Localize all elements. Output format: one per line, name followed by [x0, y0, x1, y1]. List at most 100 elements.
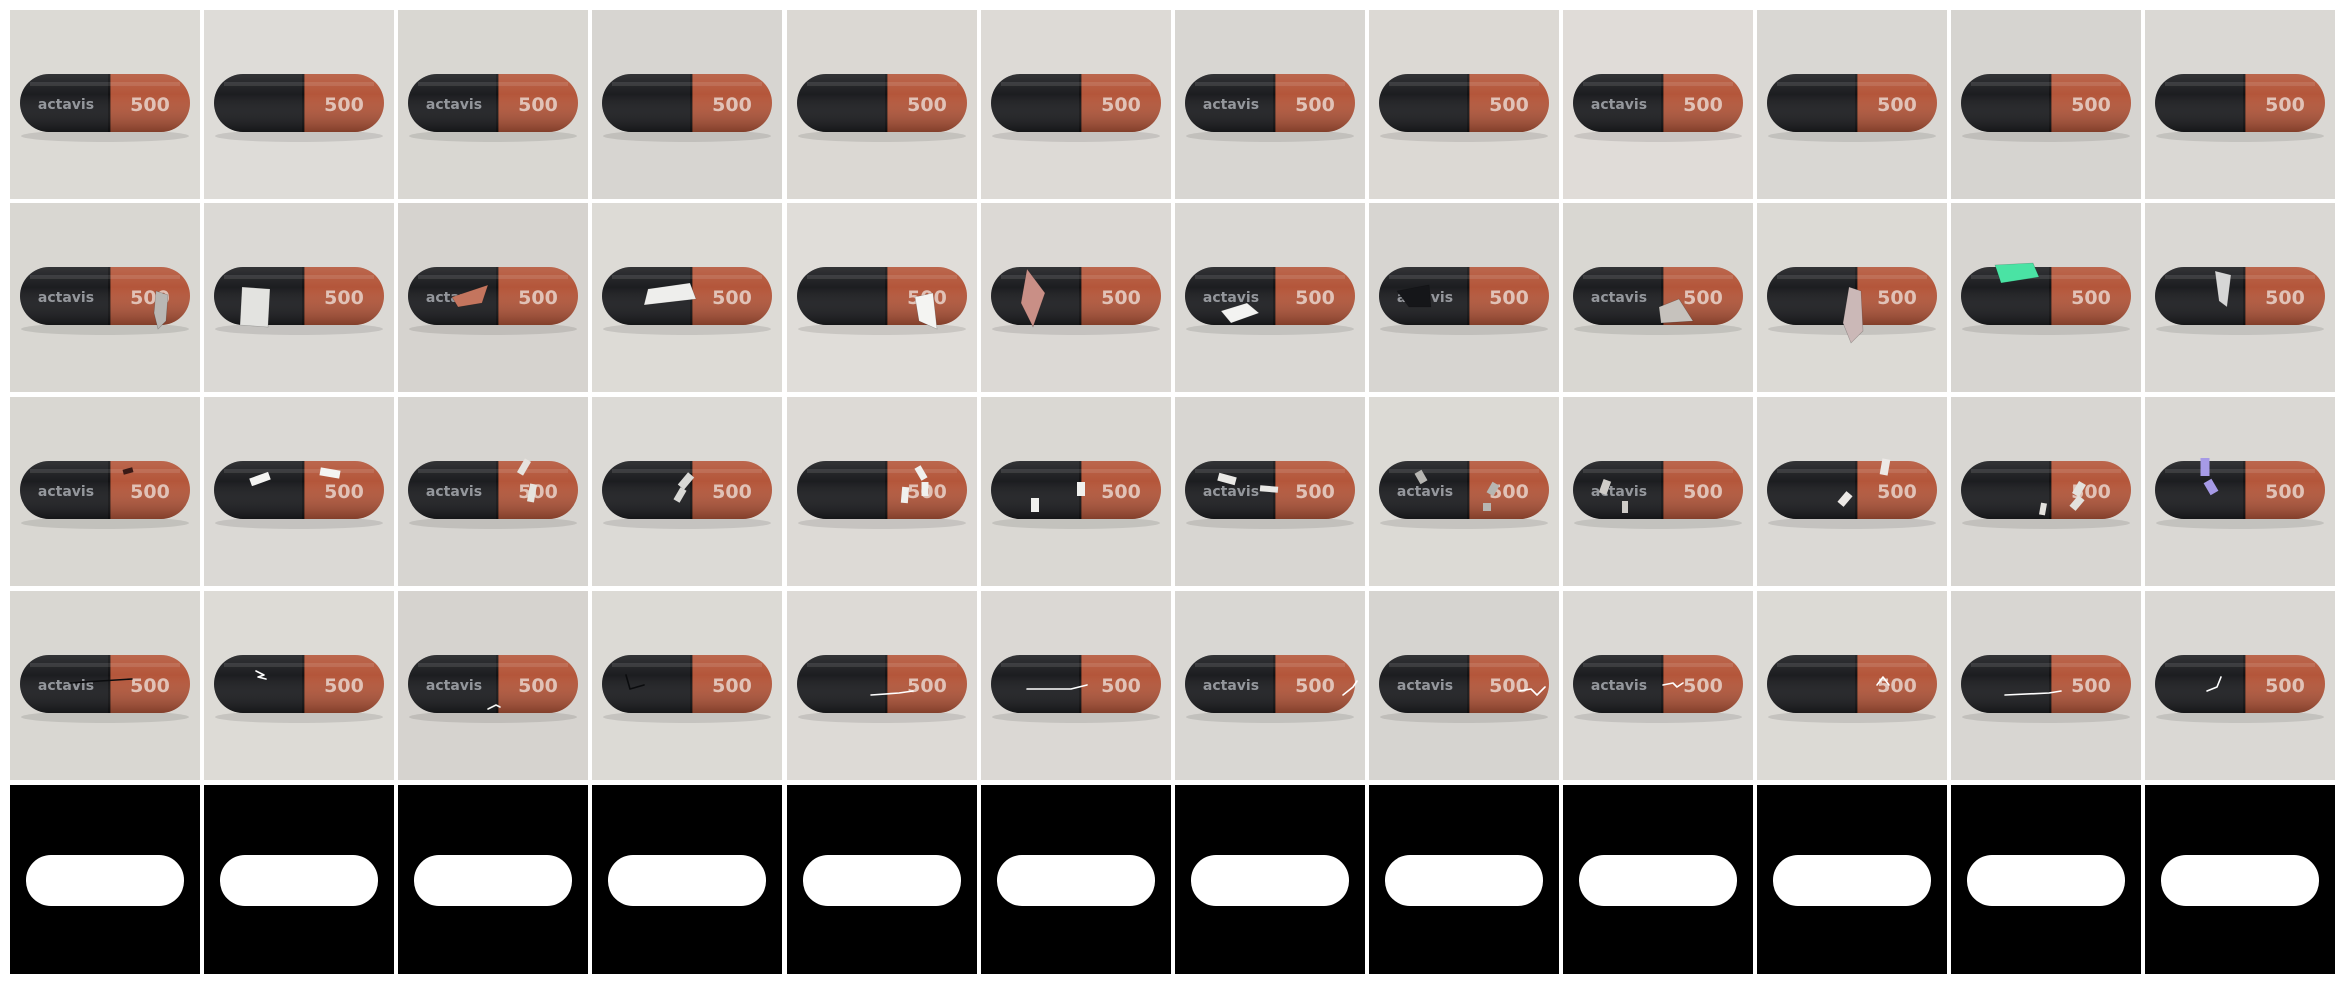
capsule-print-500: 500: [518, 287, 558, 309]
capsule-print-500: 500: [1877, 287, 1917, 309]
capsule: 500: [991, 267, 1161, 325]
mask-tile: [1951, 785, 2141, 974]
capsule-tile: 500 actavis: [1369, 591, 1559, 780]
capsule-logo-actavis: actavis: [426, 484, 482, 500]
capsule: 500: [797, 655, 967, 713]
capsule-tile: 500: [2145, 203, 2335, 392]
capsule-print-500: 500: [2265, 287, 2305, 309]
capsule-print-500: 500: [518, 481, 558, 503]
capsule: 500: [991, 655, 1161, 713]
capsule-print-500: 500: [1295, 675, 1335, 697]
capsule-tile: 500actavis: [1369, 203, 1559, 392]
capsule-tile: 500: [1757, 10, 1947, 199]
capsule-print-500: 500: [2265, 481, 2305, 503]
capsule: 500: [214, 267, 384, 325]
segmentation-mask: [26, 855, 184, 906]
capsule-tile: 500: [981, 591, 1171, 780]
capsule-tile: 500: [1369, 10, 1559, 199]
capsule-print-500: 500: [1489, 675, 1529, 697]
segmentation-mask: [803, 855, 961, 906]
capsule-tile: 500: [1951, 591, 2141, 780]
capsule-tile: 500actavis: [10, 591, 200, 780]
capsule-tile: 500: [204, 397, 394, 586]
mask-tile: [787, 785, 977, 974]
capsule: 500: [797, 461, 967, 519]
capsule: 500: [214, 74, 384, 132]
scratch-defect: [1031, 498, 1039, 512]
capsule-print-500: 500: [2071, 94, 2111, 116]
capsule-tile: 500: [2145, 397, 2335, 586]
capsule: 500: [1961, 655, 2131, 713]
capsule-print-500: 500: [518, 94, 558, 116]
capsule: 500: [214, 655, 384, 713]
capsule-print-500: 500: [130, 94, 170, 116]
capsule: 500: [602, 461, 772, 519]
capsule-logo-actavis: actavis: [1203, 97, 1259, 113]
capsule: 500: [1961, 267, 2131, 325]
capsule-logo-actavis: actavis: [1397, 678, 1453, 694]
capsule: 500actavis: [1573, 267, 1743, 325]
capsule-tile: 500: [2145, 591, 2335, 780]
capsule-print-500: 500: [1101, 287, 1141, 309]
capsule: 500actavis: [1379, 461, 1549, 519]
capsule-tile: 500actavis: [1175, 10, 1365, 199]
capsule-tile: 500 actavis: [1175, 397, 1365, 586]
capsule-tile: 500: [592, 203, 782, 392]
capsule-logo-actavis: actavis: [38, 290, 94, 306]
polygon-defect: [240, 287, 270, 327]
capsule-print-500: 500: [712, 675, 752, 697]
segmentation-mask: [414, 855, 572, 906]
capsule-tile: 500: [1757, 203, 1947, 392]
capsule-print-500: 500: [324, 287, 364, 309]
capsule-print-500: 500: [518, 675, 558, 697]
capsule: 500: [1767, 74, 1937, 132]
capsule-logo-actavis: actavis: [426, 97, 482, 113]
mask-tile: [981, 785, 1171, 974]
capsule-tile: 500: [204, 203, 394, 392]
capsule-tile: 500actavis: [1369, 397, 1559, 586]
capsule-print-500: 500: [324, 481, 364, 503]
capsule-logo-actavis: actavis: [1591, 678, 1647, 694]
segmentation-mask: [220, 855, 378, 906]
capsule: 500: [991, 74, 1161, 132]
capsule-logo-actavis: actavis: [38, 678, 94, 694]
capsule-logo-actavis: actavis: [1203, 484, 1259, 500]
capsule-print-500: 500: [2071, 287, 2111, 309]
capsule: 500 actavis: [1379, 655, 1549, 713]
capsule-logo-actavis: actavis: [426, 678, 482, 694]
capsule-logo-actavis: actavis: [1397, 484, 1453, 500]
capsule-tile: 500 actavis: [398, 10, 588, 199]
capsule: 500: [1379, 74, 1549, 132]
scratch-defect: [2201, 458, 2210, 476]
capsule: 500: [2155, 74, 2325, 132]
capsule-tile: 500: [787, 591, 977, 780]
mask-tile: [2145, 785, 2335, 974]
capsule-tile: 500: [981, 10, 1171, 199]
capsule: 500actavis: [1185, 74, 1355, 132]
capsule: 500: [797, 267, 967, 325]
segmentation-mask: [1967, 855, 2125, 906]
segmentation-mask: [1579, 855, 1737, 906]
segmentation-mask: [2161, 855, 2319, 906]
capsule-print-500: 500: [1295, 481, 1335, 503]
capsule-tile: 500: [592, 591, 782, 780]
capsule-print-500: 500: [1101, 481, 1141, 503]
capsule-print-500: 500: [1877, 94, 1917, 116]
capsule-print-500: 500: [2265, 675, 2305, 697]
capsule-print-500: 500: [907, 675, 947, 697]
capsule-tile: 500actavis: [10, 397, 200, 586]
mask-tile: [1563, 785, 1753, 974]
capsule-print-500: 500: [1683, 94, 1723, 116]
capsule-logo-actavis: actavis: [1591, 290, 1647, 306]
capsule-tile: 500: [1757, 397, 1947, 586]
capsule-tile: 500 actavis: [398, 591, 588, 780]
capsule-tile: 500: [1951, 10, 2141, 199]
capsule-tile: 500: [2145, 10, 2335, 199]
